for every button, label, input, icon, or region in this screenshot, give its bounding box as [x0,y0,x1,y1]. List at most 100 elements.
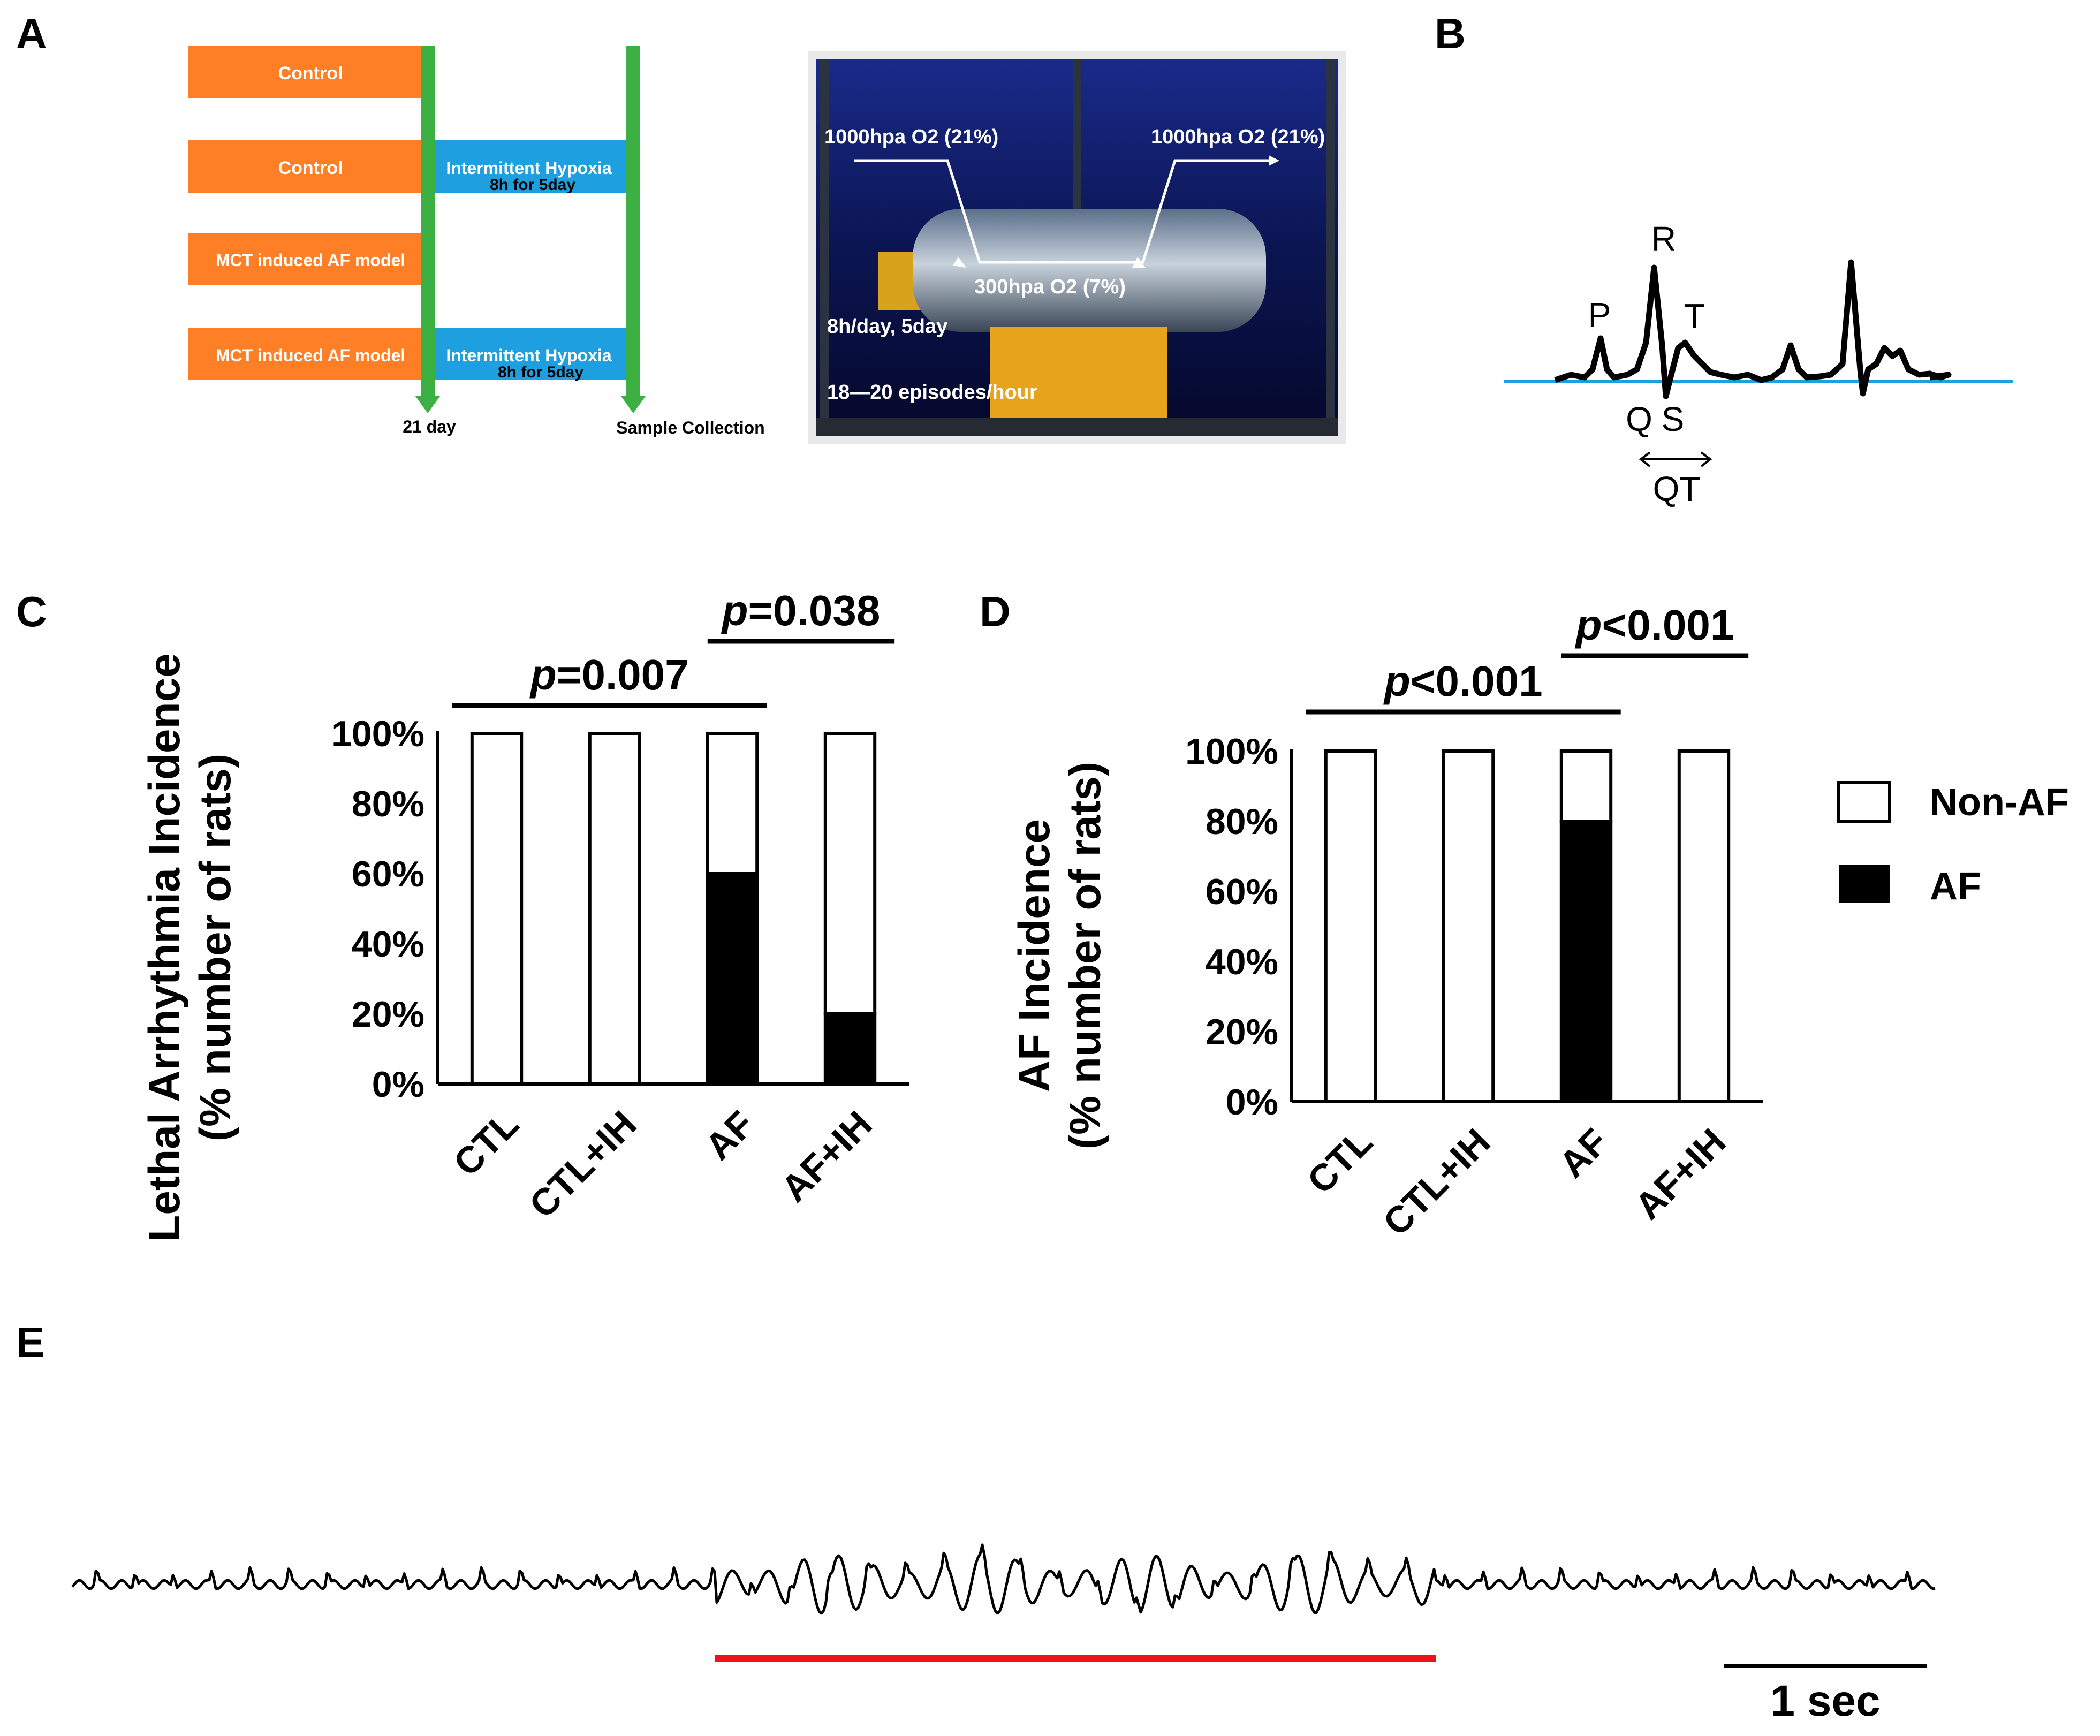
hypoxia-chamber-photo: 1000hpa O2 (21%) 1000hpa O2 (21%) 300hpa… [808,51,1346,444]
legend-af-label: AF [1930,865,1981,908]
timeline-row-4-bar [188,328,424,380]
ecg-s-label: S [1662,400,1685,438]
chart-d-ytick-label: 100% [1185,731,1278,772]
ecg-t-label: T [1684,297,1704,335]
chart-c-xtick-label: CTL+IH [521,1103,645,1226]
day21-arrow-head [415,396,440,413]
ecg-p-label: P [1588,295,1611,334]
o2-high-left-label: 1000hpa O2 (21%) [824,126,998,148]
chart-c-ytick-label: 0% [372,1064,424,1105]
timeline-row-3-bar [188,233,424,285]
timeline-row-2-bar [188,140,424,193]
chart-d-bar-af-AF [1559,820,1613,1103]
episodes-label: 18—20 episodes/hour [827,381,1037,404]
legend-non-af-label: Non-AF [1930,781,2069,824]
chart-c-xtick-label: AF+IH [773,1103,880,1210]
ecg-long-trace-panel: 1 sec [71,1543,1936,1725]
sample-arrow-shaft [626,46,640,399]
chart-c-ylabel-line1: Lethal Arrhythmia Incidence [140,653,189,1242]
chart-c-bar-nonaf-AF [706,732,759,875]
scale-bar-label: 1 sec [1770,1677,1880,1725]
timeline-row-2-hypoxia-bar [431,140,626,193]
chart-d-annotation-p: p [1575,601,1602,649]
schedule-label: 8h/day, 5day [827,315,947,338]
chart-c-annotation-p: p [529,651,557,699]
panel-label-a: A [16,10,47,57]
chart-c-bar-nonaf-CTL+IH [588,732,641,1086]
chart-c-annotation-text: p=0.007 [529,651,689,699]
o2-high-right-label: 1000hpa O2 (21%) [1151,126,1325,148]
chart-d-ytick-label: 40% [1206,942,1278,982]
chart-c-bar-nonaf-AF+IH [823,732,877,1015]
timeline-diagram: Control Control Intermittent Hypoxia 8h … [188,46,765,437]
chart-d: AF Incidence (% number of rats) 0% 20% 40%… [1010,601,1763,1244]
chart-c-annotation-value: =0.038 [748,587,880,634]
chamber-tank [913,209,1266,332]
chart-d-xtick-label: AF+IH [1627,1120,1734,1227]
qt-arrow-left-head [1639,451,1651,467]
chart-d-ytick-label: 0% [1226,1082,1278,1123]
chart-d-annotation-text: p<0.001 [1575,601,1734,649]
ecg-q-label: Q [1626,400,1652,438]
chart-d-annotation-p: p [1383,657,1411,705]
chart-c-bar-af-AF+IH [823,1012,877,1086]
panel-label-d: D [980,588,1011,635]
o2-low-label: 300hpa O2 (7%) [974,276,1126,298]
ecg-waveform-panel: P R T Q S QT [1504,219,2013,508]
cabinet-floor [816,418,1338,436]
chart-c-xtick-label: AF [697,1103,762,1168]
chart-c-annotation-value: =0.007 [557,651,689,699]
chart-c-annotation-text: p=0.038 [721,587,881,634]
ecg-r-label: R [1651,219,1676,258]
panel-label-c: C [16,588,47,635]
chart-d-xtick-label: CTL [1299,1120,1380,1201]
ecg-trace [1554,259,1952,399]
qt-arrow-right-head [1700,451,1712,467]
chart-c-ytick-label: 100% [331,714,424,754]
sample-arrow-head [621,396,646,413]
timeline-row-2-label: Control [278,158,343,178]
chart-d-annotation-value: <0.001 [1602,601,1734,649]
chart-d-ytick-label: 20% [1206,1012,1278,1052]
timeline-row-2-hypoxia-label: Intermittent Hypoxia [446,158,612,178]
o2-profile-arrow-down [953,257,966,268]
timeline-row-4-hypoxia-label: Intermittent Hypoxia [446,346,612,365]
day21-arrow-shaft [421,46,435,399]
timeline-row-1-label: Control [278,63,343,84]
chart-d-annotation-value: <0.001 [1411,657,1543,705]
timeline-row-1-bar [188,46,424,98]
sample-collection-label: Sample Collection [616,418,764,437]
chart-d-bar-nonaf-CTL [1324,749,1377,1103]
o2-profile-arrow-mid [1132,257,1146,268]
legend: Non-AF AF [1837,781,2069,908]
chart-d-bar-nonaf-AF+IH [1677,749,1731,1103]
chart-d-bar-nonaf-AF [1559,749,1613,823]
chart-d-annotation-text: p<0.001 [1383,657,1543,705]
chart-c-ytick-label: 20% [352,994,424,1035]
chart-c-ylabel-line2: (% number of rats) [191,754,240,1141]
chart-d-ylabel-line1: AF Incidence [1010,819,1059,1092]
chart-c-ytick-label: 80% [352,784,424,824]
legend-af-swatch [1839,865,1890,903]
day21-label: 21 day [403,417,456,436]
pump-base [990,327,1167,418]
o2-profile-line [854,159,1269,264]
ecg-long-trace [71,1543,1936,1615]
chart-d-ytick-label: 60% [1206,871,1278,912]
panel-label-e: E [16,1318,44,1366]
chart-d-ylabel-line2: (% number of rats) [1061,762,1110,1149]
chart-c-ytick-label: 60% [352,854,424,894]
chart-c-ytick-label: 40% [352,924,424,965]
chart-c-bar-af-AF [706,872,759,1086]
timeline-row-2-hypoxia-sub: 8h for 5day [490,176,575,194]
chart-c-bar-nonaf-CTL [470,732,524,1086]
chart-c: Lethal Arrhythmia Incidence (% number of… [140,587,909,1242]
ecg-qt-label: QT [1653,469,1701,508]
panel-label-b: B [1435,10,1466,57]
chart-d-ytick-label: 80% [1206,801,1278,842]
timeline-row-4-hypoxia-sub: 8h for 5day [498,363,583,381]
legend-non-af-swatch [1837,781,1891,823]
o2-profile-arrow-right [1269,155,1279,166]
timeline-row-3-label: MCT induced AF model [216,251,405,270]
